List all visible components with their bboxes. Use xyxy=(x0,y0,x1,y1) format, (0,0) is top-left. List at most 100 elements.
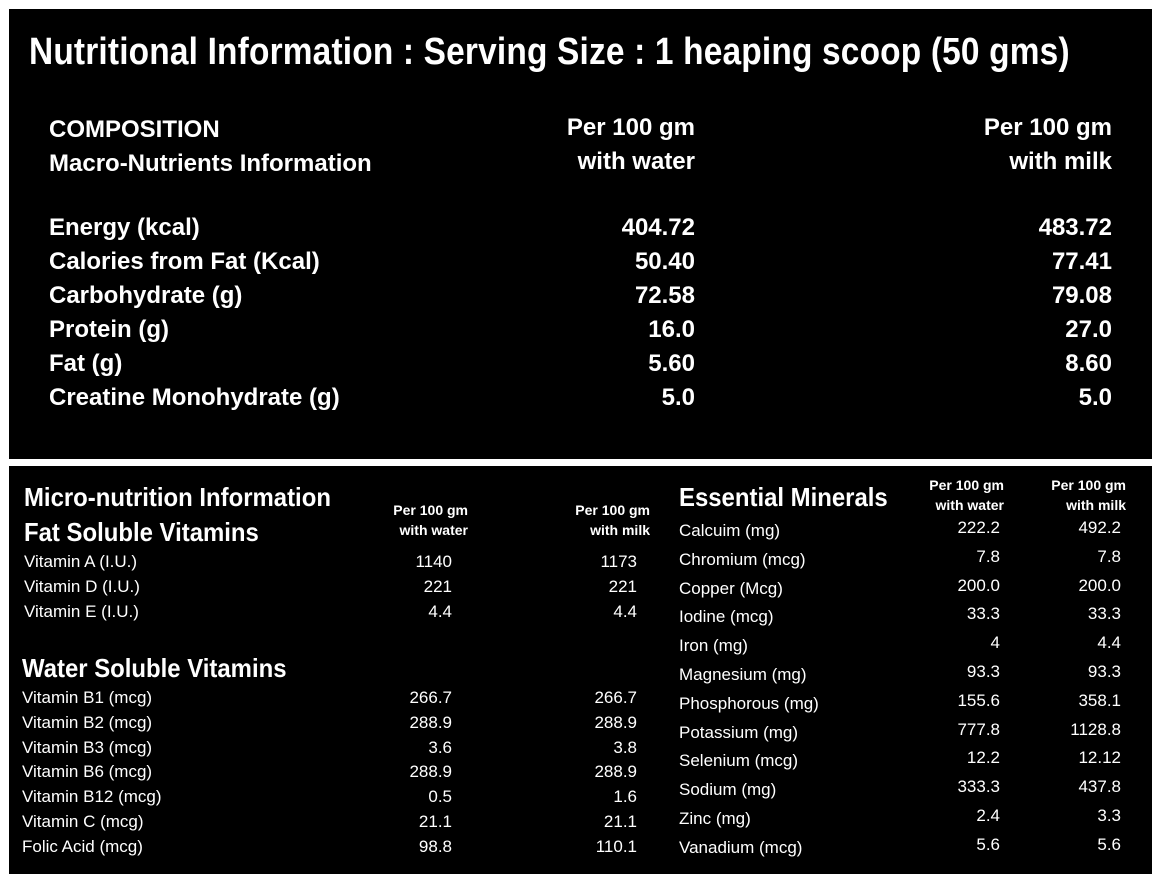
mineral-water: 333.3 xyxy=(957,777,1000,797)
water-vitamin-water: 0.5 xyxy=(428,787,452,807)
minerals-col-water-header: Per 100 gm with water xyxy=(929,475,1004,515)
mineral-label: Iron (mg) xyxy=(679,636,748,656)
water-vitamin-label: Vitamin B12 (mcg) xyxy=(22,787,162,807)
water-vitamin-water: 98.8 xyxy=(418,836,452,856)
micro-col-milk-line1: Per 100 gm xyxy=(575,502,650,518)
mineral-milk: 200.0 xyxy=(1078,575,1121,595)
mineral-milk: 1128.8 xyxy=(1070,719,1121,739)
fat-vitamin-water: 1140 xyxy=(415,552,452,571)
macro-col-water-line1: Per 100 gm xyxy=(566,114,695,141)
micro-panel: Micro-nutrition Information Fat Soluble … xyxy=(9,466,1152,874)
minerals-col-milk-line1: Per 100 gm xyxy=(1051,477,1126,493)
water-vitamin-water: 288.9 xyxy=(409,712,452,732)
macro-row-milk: 77.41 xyxy=(1051,248,1112,275)
mineral-label: Selenium (mcg) xyxy=(679,751,799,771)
fat-vitamin-milk: 221 xyxy=(608,576,637,596)
mineral-milk: 492.2 xyxy=(1078,518,1121,537)
macro-row-milk: 5.0 xyxy=(1078,384,1112,411)
mineral-water: 222.2 xyxy=(957,518,1000,537)
macro-row-water: 5.60 xyxy=(648,350,695,377)
mineral-label: Vanadium (mcg) xyxy=(679,837,803,857)
water-vitamin-water: 266.7 xyxy=(409,688,452,707)
micro-col-water-line1: Per 100 gm xyxy=(393,502,468,518)
mineral-milk: 437.8 xyxy=(1078,777,1121,797)
mineral-milk: 358.1 xyxy=(1078,690,1121,710)
mineral-label: Phosphorous (mg) xyxy=(679,693,819,713)
minerals-col-water-line1: Per 100 gm xyxy=(929,477,1004,493)
water-vitamin-milk: 110.1 xyxy=(595,836,637,856)
macro-heading: Macro-Nutrients Information xyxy=(49,150,372,177)
macro-water-column: 404.72 50.40 72.58 16.0 5.60 5.0 xyxy=(622,211,695,415)
macro-milk-column: 483.72 77.41 79.08 27.0 8.60 5.0 xyxy=(1039,211,1112,415)
mineral-label: Calcuim (mg) xyxy=(679,521,781,540)
mineral-milk: 5.6 xyxy=(1097,834,1121,854)
minerals-col-milk-header: Per 100 gm with milk xyxy=(1051,475,1126,515)
mineral-water: 4 xyxy=(990,633,1000,653)
water-vitamin-milk: 288.9 xyxy=(594,762,637,782)
mineral-milk: 7.8 xyxy=(1097,546,1121,566)
mineral-label: Copper (Mcg) xyxy=(679,578,783,598)
macro-row-label: Creatine Monohydrate (g) xyxy=(49,384,340,411)
mineral-milk: 4.4 xyxy=(1097,633,1121,653)
mineral-label: Magnesium (mg) xyxy=(679,664,807,684)
mineral-water-values: 222.2 7.8 200.0 33.3 4 93.3 155.6 777.8 … xyxy=(957,514,1000,860)
macro-row-water: 50.40 xyxy=(634,248,695,275)
fat-vitamin-milk: 1173 xyxy=(600,552,637,571)
water-vitamin-water: 288.9 xyxy=(409,762,452,782)
micro-heading: Micro-nutrition Information xyxy=(24,482,331,512)
water-vitamin-label: Vitamin B3 (mcg) xyxy=(22,737,153,757)
mineral-milk-values: 492.2 7.8 200.0 33.3 4.4 93.3 358.1 1128… xyxy=(1070,514,1121,860)
mineral-water: 777.8 xyxy=(957,719,1000,739)
water-vitamin-label: Folic Acid (mcg) xyxy=(22,836,143,856)
mineral-water: 200.0 xyxy=(957,575,1000,595)
fat-vitamin-label: Vitamin D (I.U.) xyxy=(24,576,140,596)
fat-vitamin-milk-values: 1173 221 4.4 xyxy=(600,550,637,624)
mineral-label: Zinc (mg) xyxy=(679,808,751,828)
water-vitamin-milk: 288.9 xyxy=(594,712,637,732)
mineral-water: 12.2 xyxy=(966,748,1000,768)
macro-col-milk-line2: with milk xyxy=(1009,148,1112,175)
page-title: Nutritional Information : Serving Size :… xyxy=(29,31,1070,73)
mineral-water: 2.4 xyxy=(976,805,1000,825)
water-vitamin-milk: 266.7 xyxy=(594,688,637,707)
macro-row-label: Carbohydrate (g) xyxy=(49,282,243,309)
micro-col-water-line2: with water xyxy=(399,522,468,538)
macro-row-water: 16.0 xyxy=(648,316,695,343)
fat-vitamin-milk: 4.4 xyxy=(613,601,637,621)
fat-soluble-heading: Fat Soluble Vitamins xyxy=(24,517,259,547)
minerals-heading: Essential Minerals xyxy=(679,482,888,512)
fat-vitamin-labels: Vitamin A (I.U.) Vitamin D (I.U.) Vitami… xyxy=(24,550,140,624)
macro-row-water: 5.0 xyxy=(661,384,695,411)
mineral-label: Sodium (mg) xyxy=(679,780,777,800)
macro-row-milk: 79.08 xyxy=(1051,282,1112,309)
water-vitamin-labels: Vitamin B1 (mcg) Vitamin B2 (mcg) Vitami… xyxy=(22,686,162,860)
mineral-labels: Calcuim (mg) Chromium (mcg) Copper (Mcg)… xyxy=(679,517,819,863)
mineral-label: Potassium (mg) xyxy=(679,722,799,742)
fat-vitamin-water-values: 1140 221 4.4 xyxy=(415,550,452,624)
macro-col-water-line2: with water xyxy=(577,148,695,175)
mineral-water: 155.6 xyxy=(957,690,1000,710)
composition-heading: COMPOSITION xyxy=(49,116,220,143)
water-vitamin-water: 3.6 xyxy=(428,737,452,757)
micro-col-milk-header: Per 100 gm with milk xyxy=(575,500,650,540)
macro-col-milk-header: Per 100 gm with milk xyxy=(984,111,1112,179)
water-vitamin-milk: 1.6 xyxy=(613,787,637,807)
macro-row-label: Fat (g) xyxy=(49,350,123,377)
macro-row-water: 404.72 xyxy=(621,214,695,241)
macro-col-milk-line1: Per 100 gm xyxy=(983,114,1112,141)
macro-row-label: Calories from Fat (Kcal) xyxy=(49,248,320,275)
fat-vitamin-label: Vitamin A (I.U.) xyxy=(24,552,138,571)
water-vitamin-milk-values: 266.7 288.9 3.8 288.9 1.6 21.1 110.1 xyxy=(594,686,637,860)
micro-col-water-header: Per 100 gm with water xyxy=(393,500,468,540)
mineral-water: 7.8 xyxy=(976,546,1000,566)
macro-row-label: Energy (kcal) xyxy=(49,214,200,241)
water-vitamin-water-values: 266.7 288.9 3.6 288.9 0.5 21.1 98.8 xyxy=(409,686,452,860)
mineral-water: 93.3 xyxy=(966,661,1000,681)
water-vitamin-milk: 21.1 xyxy=(603,811,637,831)
macro-row-water: 72.58 xyxy=(634,282,695,309)
mineral-milk: 93.3 xyxy=(1087,661,1121,681)
macro-label-column: Energy (kcal) Calories from Fat (Kcal) C… xyxy=(49,211,340,415)
water-vitamin-water: 21.1 xyxy=(418,811,452,831)
mineral-water: 5.6 xyxy=(976,834,1000,854)
mineral-milk: 3.3 xyxy=(1097,805,1121,825)
